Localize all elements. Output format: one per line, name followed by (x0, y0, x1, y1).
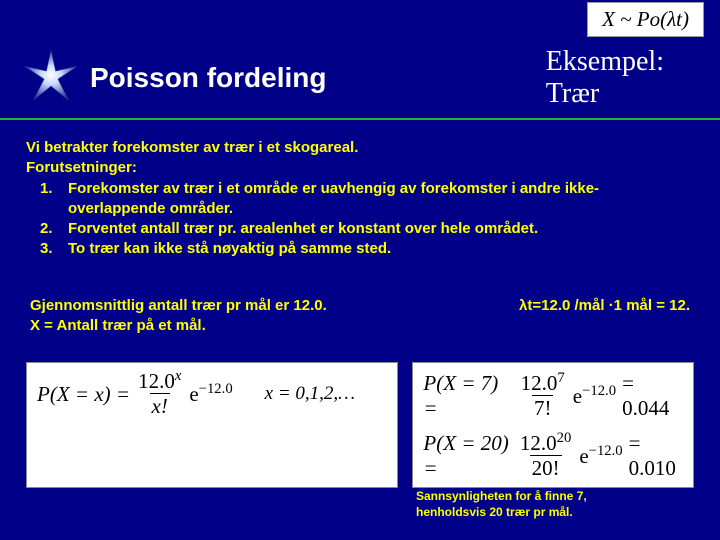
equation-stack: P(X = 7) = 12.07 7! e−12.0 = 0.044 P(X =… (423, 371, 683, 481)
divider (0, 118, 720, 120)
eq-result: = 0.010 (629, 431, 683, 481)
assumption-item: 2. Forventet antall trær pr. arealenhet … (40, 219, 694, 239)
exp-base: e (579, 444, 588, 468)
assumption-num: 1. (40, 179, 68, 220)
frac-num: 12.0 (138, 369, 175, 393)
eq-lhs: P(X = x) = (37, 382, 130, 406)
equation-examples: P(X = 7) = 12.07 7! e−12.0 = 0.044 P(X =… (412, 362, 694, 488)
summary-row: Gjennomsnittlig antall trær pr mål er 12… (30, 296, 690, 337)
exp-pow: −12.0 (582, 383, 616, 399)
frac-num-exp: 7 (557, 370, 564, 386)
assumption-num: 3. (40, 239, 68, 259)
frac-num-exp: x (175, 368, 182, 384)
caption-line2: henholdsvis 20 trær pr mål. (416, 505, 573, 519)
header: Poisson fordeling Eksempel: Trær (0, 46, 720, 110)
assumption-text: To trær kan ikke stå nøyaktig på samme s… (68, 239, 391, 259)
distribution-text: X ~ Po(λt) (602, 7, 689, 31)
frac-den: 7! (532, 395, 554, 419)
summary-right: λt=12.0 /mål ·1 mål = 12. (499, 296, 690, 337)
eq-lhs: P(X = 7) = (423, 371, 512, 421)
equation-ex1: P(X = 7) = 12.07 7! e−12.0 = 0.044 (423, 371, 683, 421)
fraction: 12.020 20! (518, 433, 573, 479)
example-label: Eksempel: Trær (546, 46, 664, 110)
star-icon (22, 49, 80, 107)
fraction: 12.0x x! (136, 371, 183, 417)
eq-lhs: P(X = 20) = (423, 431, 511, 481)
body-text: Vi betrakter forekomster av trær i et sk… (26, 138, 694, 260)
page-title: Poisson fordeling (90, 62, 546, 94)
caption: Sannsynligheten for å finne 7, henholdsv… (416, 488, 587, 520)
equation-general-content: P(X = x) = 12.0x x! e−12.0 x = 0,1,2,… (37, 371, 387, 417)
assumption-item: 3. To trær kan ikke stå nøyaktig på samm… (40, 239, 694, 259)
frac-den: 20! (530, 455, 562, 479)
eq-result: = 0.044 (622, 371, 683, 421)
example-line2: Trær (546, 78, 599, 109)
frac-num: 12.0 (521, 371, 558, 395)
equation-general: P(X = x) = 12.0x x! e−12.0 x = 0,1,2,… (26, 362, 398, 488)
intro-line1: Vi betrakter forekomster av trær i et sk… (26, 138, 694, 158)
intro-line2: Forutsetninger: (26, 158, 694, 178)
equation-ex2: P(X = 20) = 12.020 20! e−12.0 = 0.010 (423, 431, 683, 481)
summary-left: Gjennomsnittlig antall trær pr mål er 12… (30, 296, 499, 337)
frac-den: x! (150, 393, 170, 417)
exp-pow: −12.0 (199, 381, 233, 397)
distribution-badge: X ~ Po(λt) (587, 2, 704, 37)
example-line1: Eksempel: (546, 46, 664, 77)
exp-pow: −12.0 (589, 443, 623, 459)
assumption-text: Forekomster av trær i et område er uavhe… (68, 179, 694, 220)
fraction: 12.07 7! (519, 373, 567, 419)
summary-left-line1: Gjennomsnittlig antall trær pr mål er 12… (30, 297, 327, 314)
frac-num-exp: 20 (557, 430, 572, 446)
frac-num: 12.0 (520, 431, 557, 455)
equation-row: P(X = x) = 12.0x x! e−12.0 x = 0,1,2,… P… (26, 362, 694, 488)
caption-line1: Sannsynligheten for å finne 7, (416, 489, 587, 503)
exp-base: e (573, 384, 582, 408)
summary-left-line2: X = Antall trær på et mål. (30, 317, 206, 334)
exp-base: e (189, 382, 198, 406)
assumption-item: 1. Forekomster av trær i et område er ua… (40, 179, 694, 220)
assumption-num: 2. (40, 219, 68, 239)
x-values: x = 0,1,2,… (265, 383, 355, 405)
assumption-text: Forventet antall trær pr. arealenhet er … (68, 219, 538, 239)
